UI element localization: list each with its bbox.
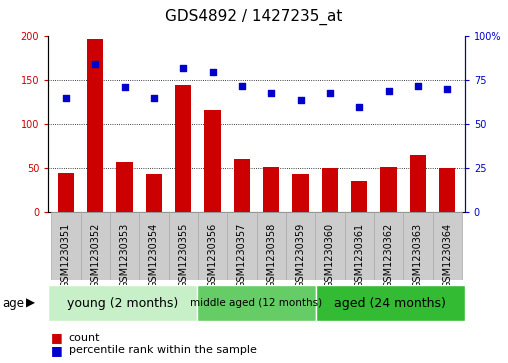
Bar <box>197 285 316 321</box>
Text: GSM1230351: GSM1230351 <box>61 223 71 288</box>
Bar <box>322 168 338 212</box>
Text: GSM1230362: GSM1230362 <box>384 223 394 288</box>
Bar <box>139 212 169 280</box>
Point <box>443 86 451 92</box>
Text: GSM1230359: GSM1230359 <box>296 223 305 288</box>
Bar <box>257 212 286 280</box>
Text: GSM1230361: GSM1230361 <box>354 223 364 287</box>
Text: GSM1230363: GSM1230363 <box>413 223 423 287</box>
Text: GSM1230357: GSM1230357 <box>237 223 247 288</box>
Bar <box>51 212 81 280</box>
Bar <box>380 167 397 212</box>
Point <box>326 90 334 95</box>
Bar <box>110 212 139 280</box>
Text: ▶: ▶ <box>26 297 36 310</box>
Bar <box>169 212 198 280</box>
Bar <box>410 155 426 212</box>
Point <box>91 62 99 68</box>
Point <box>120 85 129 90</box>
Bar <box>374 212 403 280</box>
Bar <box>58 173 74 212</box>
Text: percentile rank within the sample: percentile rank within the sample <box>69 345 257 355</box>
Bar <box>432 212 462 280</box>
Bar <box>263 167 279 212</box>
Text: GSM1230353: GSM1230353 <box>119 223 130 288</box>
Bar <box>116 162 133 212</box>
Bar <box>87 39 103 212</box>
Text: middle aged (12 months): middle aged (12 months) <box>190 298 323 308</box>
Bar <box>344 212 374 280</box>
Text: GSM1230364: GSM1230364 <box>442 223 452 287</box>
Point <box>150 95 158 101</box>
Bar <box>175 85 192 212</box>
Text: GDS4892 / 1427235_at: GDS4892 / 1427235_at <box>165 9 343 25</box>
Bar <box>81 212 110 280</box>
Bar <box>227 212 257 280</box>
Text: ■: ■ <box>51 344 62 357</box>
Bar <box>48 285 197 321</box>
Text: GSM1230360: GSM1230360 <box>325 223 335 287</box>
Bar <box>146 174 162 212</box>
Point <box>297 97 305 103</box>
Bar <box>286 212 315 280</box>
Point <box>208 69 216 74</box>
Bar <box>293 174 309 212</box>
Bar <box>351 181 367 212</box>
Text: GSM1230354: GSM1230354 <box>149 223 159 288</box>
Text: young (2 months): young (2 months) <box>67 297 178 310</box>
Text: count: count <box>69 333 100 343</box>
Point <box>385 88 393 94</box>
Point <box>355 104 363 110</box>
Bar <box>439 168 455 212</box>
Bar <box>316 285 465 321</box>
Bar <box>204 110 220 212</box>
Point <box>62 95 70 101</box>
Point <box>414 83 422 89</box>
Bar <box>315 212 344 280</box>
Text: GSM1230356: GSM1230356 <box>208 223 217 288</box>
Point <box>238 83 246 89</box>
Text: ■: ■ <box>51 331 62 344</box>
Text: age: age <box>3 297 24 310</box>
Text: GSM1230358: GSM1230358 <box>266 223 276 288</box>
Bar <box>403 212 432 280</box>
Bar <box>198 212 227 280</box>
Point <box>179 65 187 71</box>
Point <box>267 90 275 95</box>
Bar <box>234 159 250 212</box>
Text: aged (24 months): aged (24 months) <box>334 297 447 310</box>
Text: GSM1230355: GSM1230355 <box>178 223 188 288</box>
Text: GSM1230352: GSM1230352 <box>90 223 100 288</box>
